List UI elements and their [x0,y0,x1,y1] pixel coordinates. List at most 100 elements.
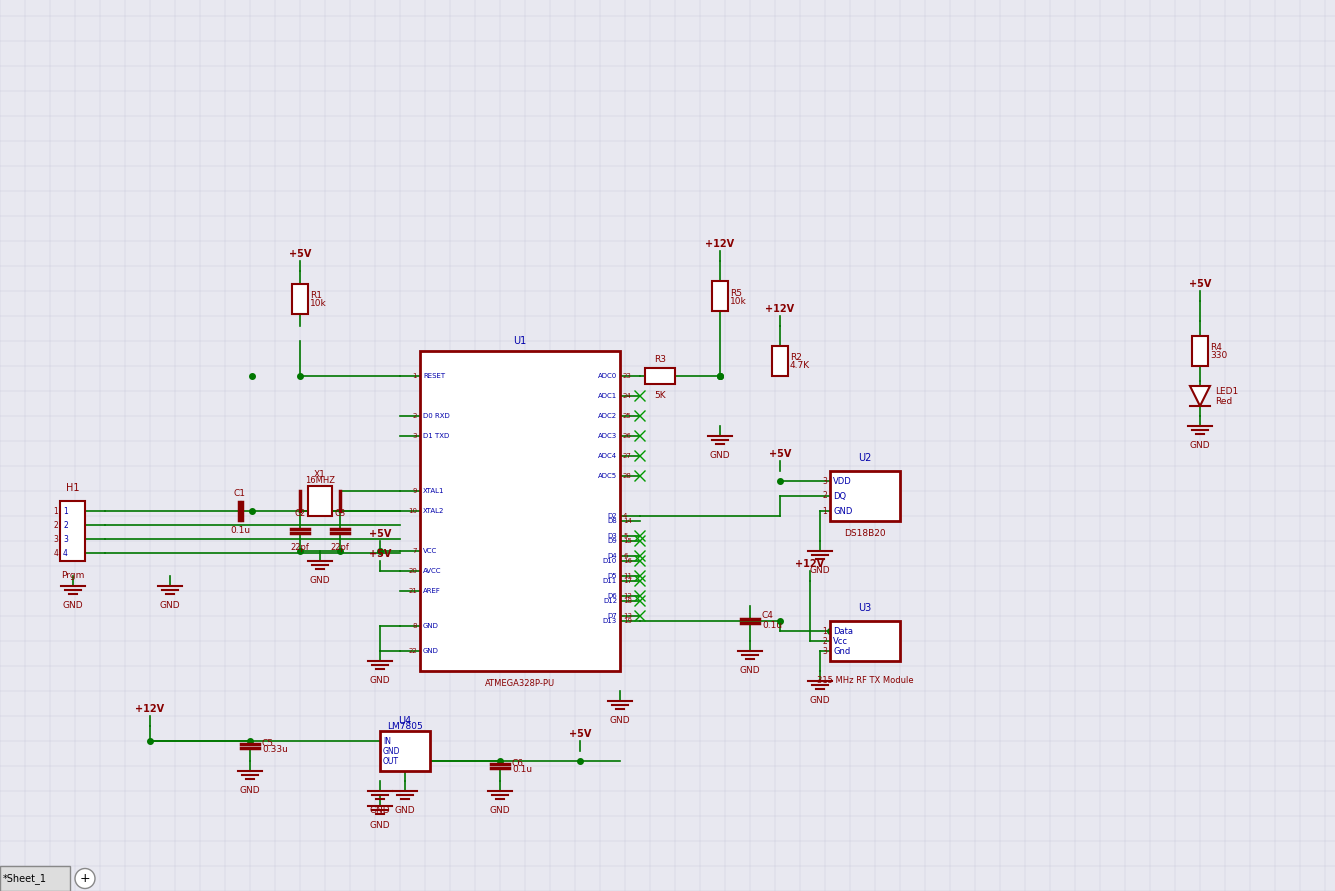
Text: GND: GND [810,696,830,705]
Text: 1: 1 [822,626,826,635]
Bar [380,731,430,771]
Text: U2: U2 [858,453,872,463]
Text: GND: GND [810,566,830,575]
Text: 27: 27 [623,453,631,459]
Text: 6: 6 [623,553,627,559]
Bar [1192,336,1208,366]
Text: 1: 1 [822,506,826,516]
Bar [830,471,900,521]
Bar [712,281,728,311]
Text: +12V: +12V [796,559,825,569]
Text: C6: C6 [513,758,525,767]
Bar [421,351,619,671]
Text: XTAL2: XTAL2 [423,508,445,514]
Text: +12V: +12V [135,704,164,714]
Text: 1: 1 [53,506,57,516]
Text: 0.1u: 0.1u [513,764,533,773]
Text: 28: 28 [623,473,631,479]
Text: 3: 3 [413,433,417,439]
Text: C4: C4 [762,611,774,620]
Text: +: + [80,872,91,885]
Bar [772,346,788,376]
Text: 1: 1 [413,373,417,379]
Text: X1: X1 [314,470,326,479]
Text: 2: 2 [63,520,68,529]
Text: AREF: AREF [423,588,441,594]
Text: 24: 24 [623,393,631,399]
Text: 18: 18 [623,598,631,604]
Text: 2: 2 [413,413,417,419]
Text: 20: 20 [409,568,417,574]
Text: 16MHZ: 16MHZ [304,476,335,485]
Text: R2: R2 [790,354,802,363]
Text: 315 MHz RF TX Module: 315 MHz RF TX Module [817,676,913,685]
Polygon shape [1189,386,1210,406]
Text: LED1: LED1 [1215,387,1239,396]
Text: Red: Red [1215,396,1232,405]
Text: GND: GND [63,601,83,610]
Text: D0 RXD: D0 RXD [423,413,450,419]
Text: D3: D3 [607,533,617,539]
Text: R4: R4 [1210,344,1222,353]
Text: GND: GND [370,806,390,815]
Text: GND: GND [423,623,439,629]
Text: 3: 3 [63,535,68,544]
Text: +5V: +5V [368,549,391,559]
Text: 3: 3 [53,535,57,544]
Bar [60,501,85,561]
Text: 4: 4 [623,513,627,519]
Text: U4: U4 [398,716,411,726]
Text: GND: GND [833,506,852,516]
Text: 2: 2 [822,492,826,501]
Text: 9: 9 [413,488,417,494]
Text: +12V: +12V [765,304,794,314]
Text: 13: 13 [623,613,631,619]
Text: Vcc: Vcc [833,636,848,645]
Text: D11: D11 [602,578,617,584]
Text: GND: GND [1189,441,1211,450]
Bar [0,866,69,891]
Text: D2: D2 [607,513,617,519]
Text: GND: GND [740,666,761,675]
Text: C1: C1 [234,489,246,498]
Text: 7: 7 [413,548,417,554]
Text: 330: 330 [1210,352,1227,361]
Text: D9: D9 [607,538,617,544]
Text: D7: D7 [607,613,617,619]
Text: Gnd: Gnd [833,647,850,656]
Text: 10: 10 [409,508,417,514]
Text: 4.7K: 4.7K [790,362,810,371]
Text: GND: GND [310,576,330,585]
Text: 5K: 5K [654,391,666,400]
Text: GND: GND [240,786,260,795]
Text: R3: R3 [654,355,666,364]
Text: D1 TXD: D1 TXD [423,433,450,439]
Text: D5: D5 [607,573,617,579]
Text: ADC1: ADC1 [598,393,617,399]
Text: C2: C2 [295,509,306,518]
Text: GND: GND [423,648,439,654]
Text: 4: 4 [53,549,57,558]
Text: LM7805: LM7805 [387,722,423,731]
Text: ADC5: ADC5 [598,473,617,479]
Text: +5V: +5V [769,449,792,459]
Text: 2: 2 [53,520,57,529]
Text: 10k: 10k [310,299,327,308]
Bar [292,283,308,314]
Text: 21: 21 [409,588,417,594]
Text: 11: 11 [623,573,631,579]
Text: D8: D8 [607,518,617,524]
Text: Prgm: Prgm [61,571,84,580]
Text: D4: D4 [607,553,617,559]
Text: ADC2: ADC2 [598,413,617,419]
Text: DS18B20: DS18B20 [844,529,886,538]
Text: 23: 23 [623,373,631,379]
Text: 22pf: 22pf [331,543,350,552]
Text: ATMEGA328P-PU: ATMEGA328P-PU [485,679,555,688]
Text: R5: R5 [730,289,742,298]
Text: 22: 22 [409,648,417,654]
Text: VCC: VCC [423,548,438,554]
Text: RESET: RESET [423,373,445,379]
Text: 22pf: 22pf [291,543,310,552]
Text: C5: C5 [262,739,274,748]
